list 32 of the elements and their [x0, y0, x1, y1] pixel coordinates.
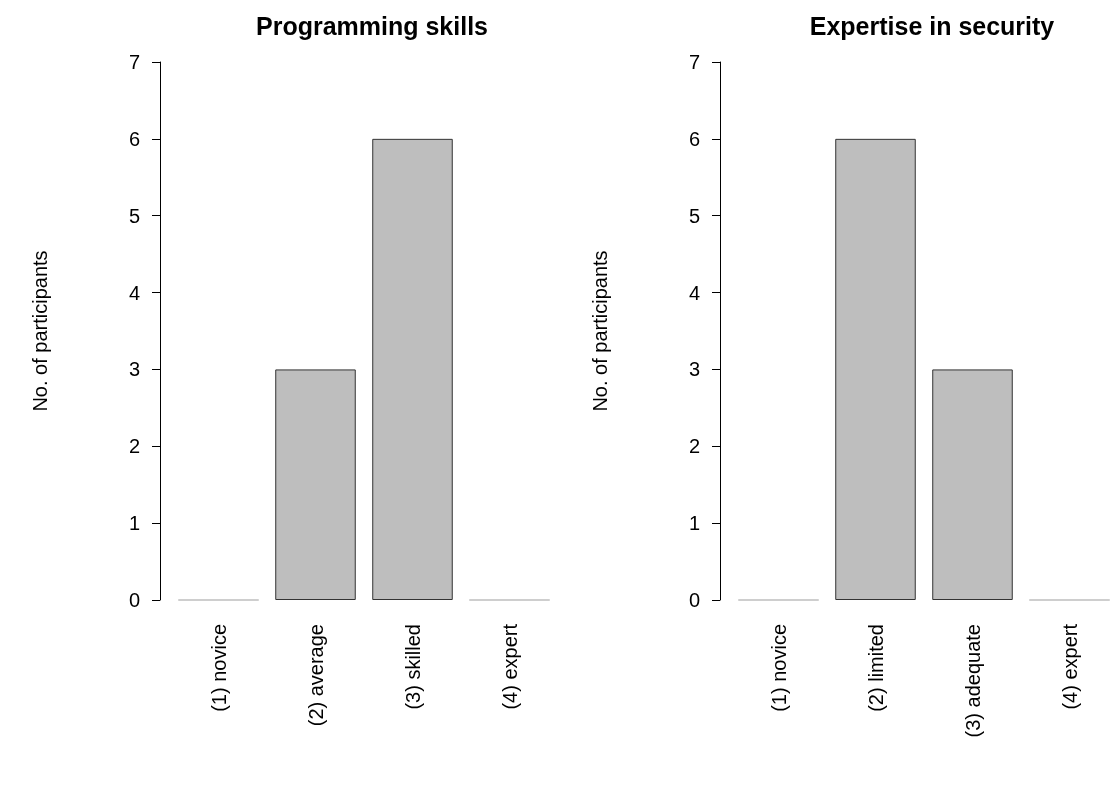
y-tick-label: 4 — [688, 281, 700, 304]
x-tick-label: (4) expert — [1058, 623, 1081, 710]
y-tick-label: 5 — [688, 204, 700, 227]
y-tick-label: 7 — [688, 51, 700, 73]
y-tick-label: 3 — [688, 358, 700, 381]
bar — [932, 369, 1013, 600]
y-tick-label: 6 — [128, 127, 140, 150]
y-tick-label: 2 — [128, 435, 140, 458]
y-tick-label: 0 — [688, 589, 700, 611]
y-axis-title: No. of participants — [589, 250, 611, 412]
bar — [275, 369, 356, 600]
y-tick-label: 5 — [128, 204, 140, 227]
x-tick-label: (4) expert — [498, 623, 521, 710]
x-tick-label: (1) novice — [207, 624, 230, 712]
y-tick-label: 7 — [128, 51, 140, 73]
x-tick-label: (3) adequate — [961, 624, 984, 738]
y-tick-label: 1 — [128, 512, 140, 535]
x-tick-label: (3) skilled — [401, 624, 424, 710]
x-tick-label: (2) limited — [864, 624, 887, 712]
y-tick-label: 2 — [688, 435, 700, 458]
x-tick-label: (1) novice — [767, 624, 790, 712]
y-tick-label: 3 — [128, 358, 140, 381]
chart-title: Expertise in security — [809, 11, 1055, 40]
x-tick-label: (2) average — [304, 624, 327, 727]
bar — [835, 138, 916, 600]
bar — [372, 138, 453, 600]
y-tick-label: 0 — [128, 589, 140, 611]
y-tick-label: 6 — [688, 127, 700, 150]
y-tick-label: 4 — [128, 281, 140, 304]
y-tick-label: 1 — [688, 512, 700, 535]
y-axis-title: No. of participants — [29, 250, 51, 412]
chart-title: Programming skills — [255, 11, 489, 40]
